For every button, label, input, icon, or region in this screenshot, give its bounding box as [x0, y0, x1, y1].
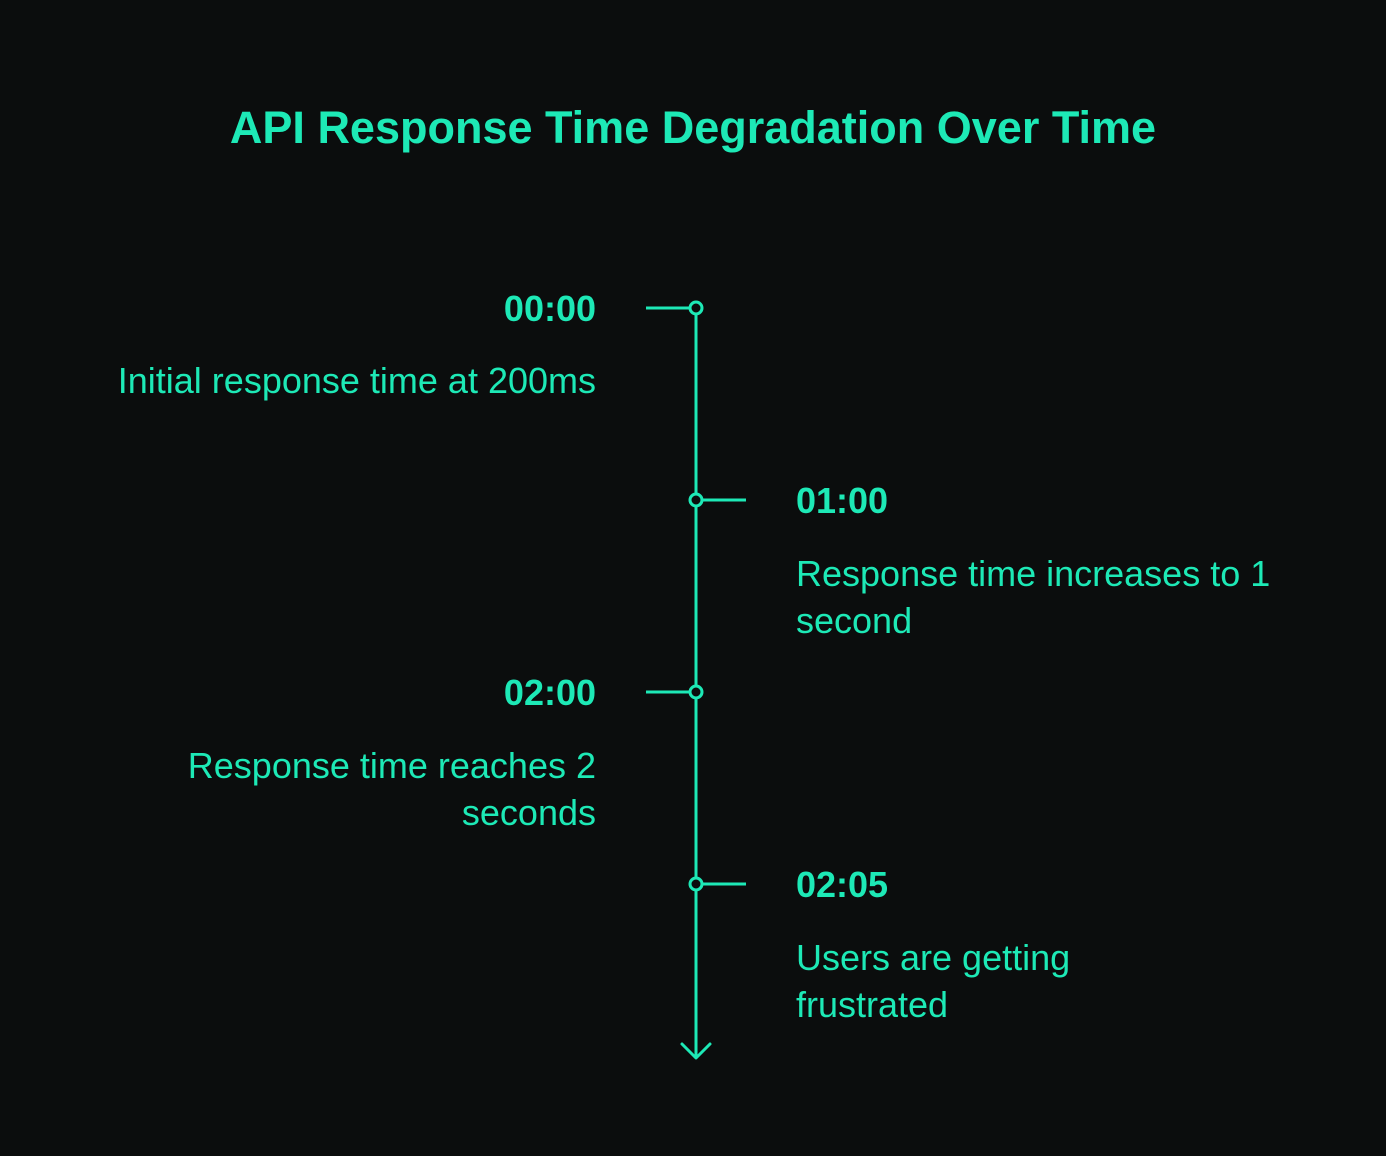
event-description: Response time reaches 2 seconds — [187, 745, 596, 833]
event-description: Response time increases to 1 second — [796, 553, 1271, 641]
event-time: 02:00 — [503, 672, 596, 713]
event-description: Initial response time at 200ms — [117, 360, 596, 401]
event-description: Users are getting frustrated — [796, 937, 1071, 1025]
event-marker — [688, 492, 704, 508]
diagram-title: API Response Time Degradation Over Time — [229, 102, 1157, 153]
event-time: 02:05 — [796, 864, 889, 905]
event-marker — [688, 684, 704, 700]
event-marker — [688, 876, 704, 892]
event-time: 00:00 — [503, 288, 596, 329]
event-marker — [688, 300, 704, 316]
timeline-arrow-head — [680, 1042, 712, 1060]
event-time: 01:00 — [796, 480, 889, 521]
